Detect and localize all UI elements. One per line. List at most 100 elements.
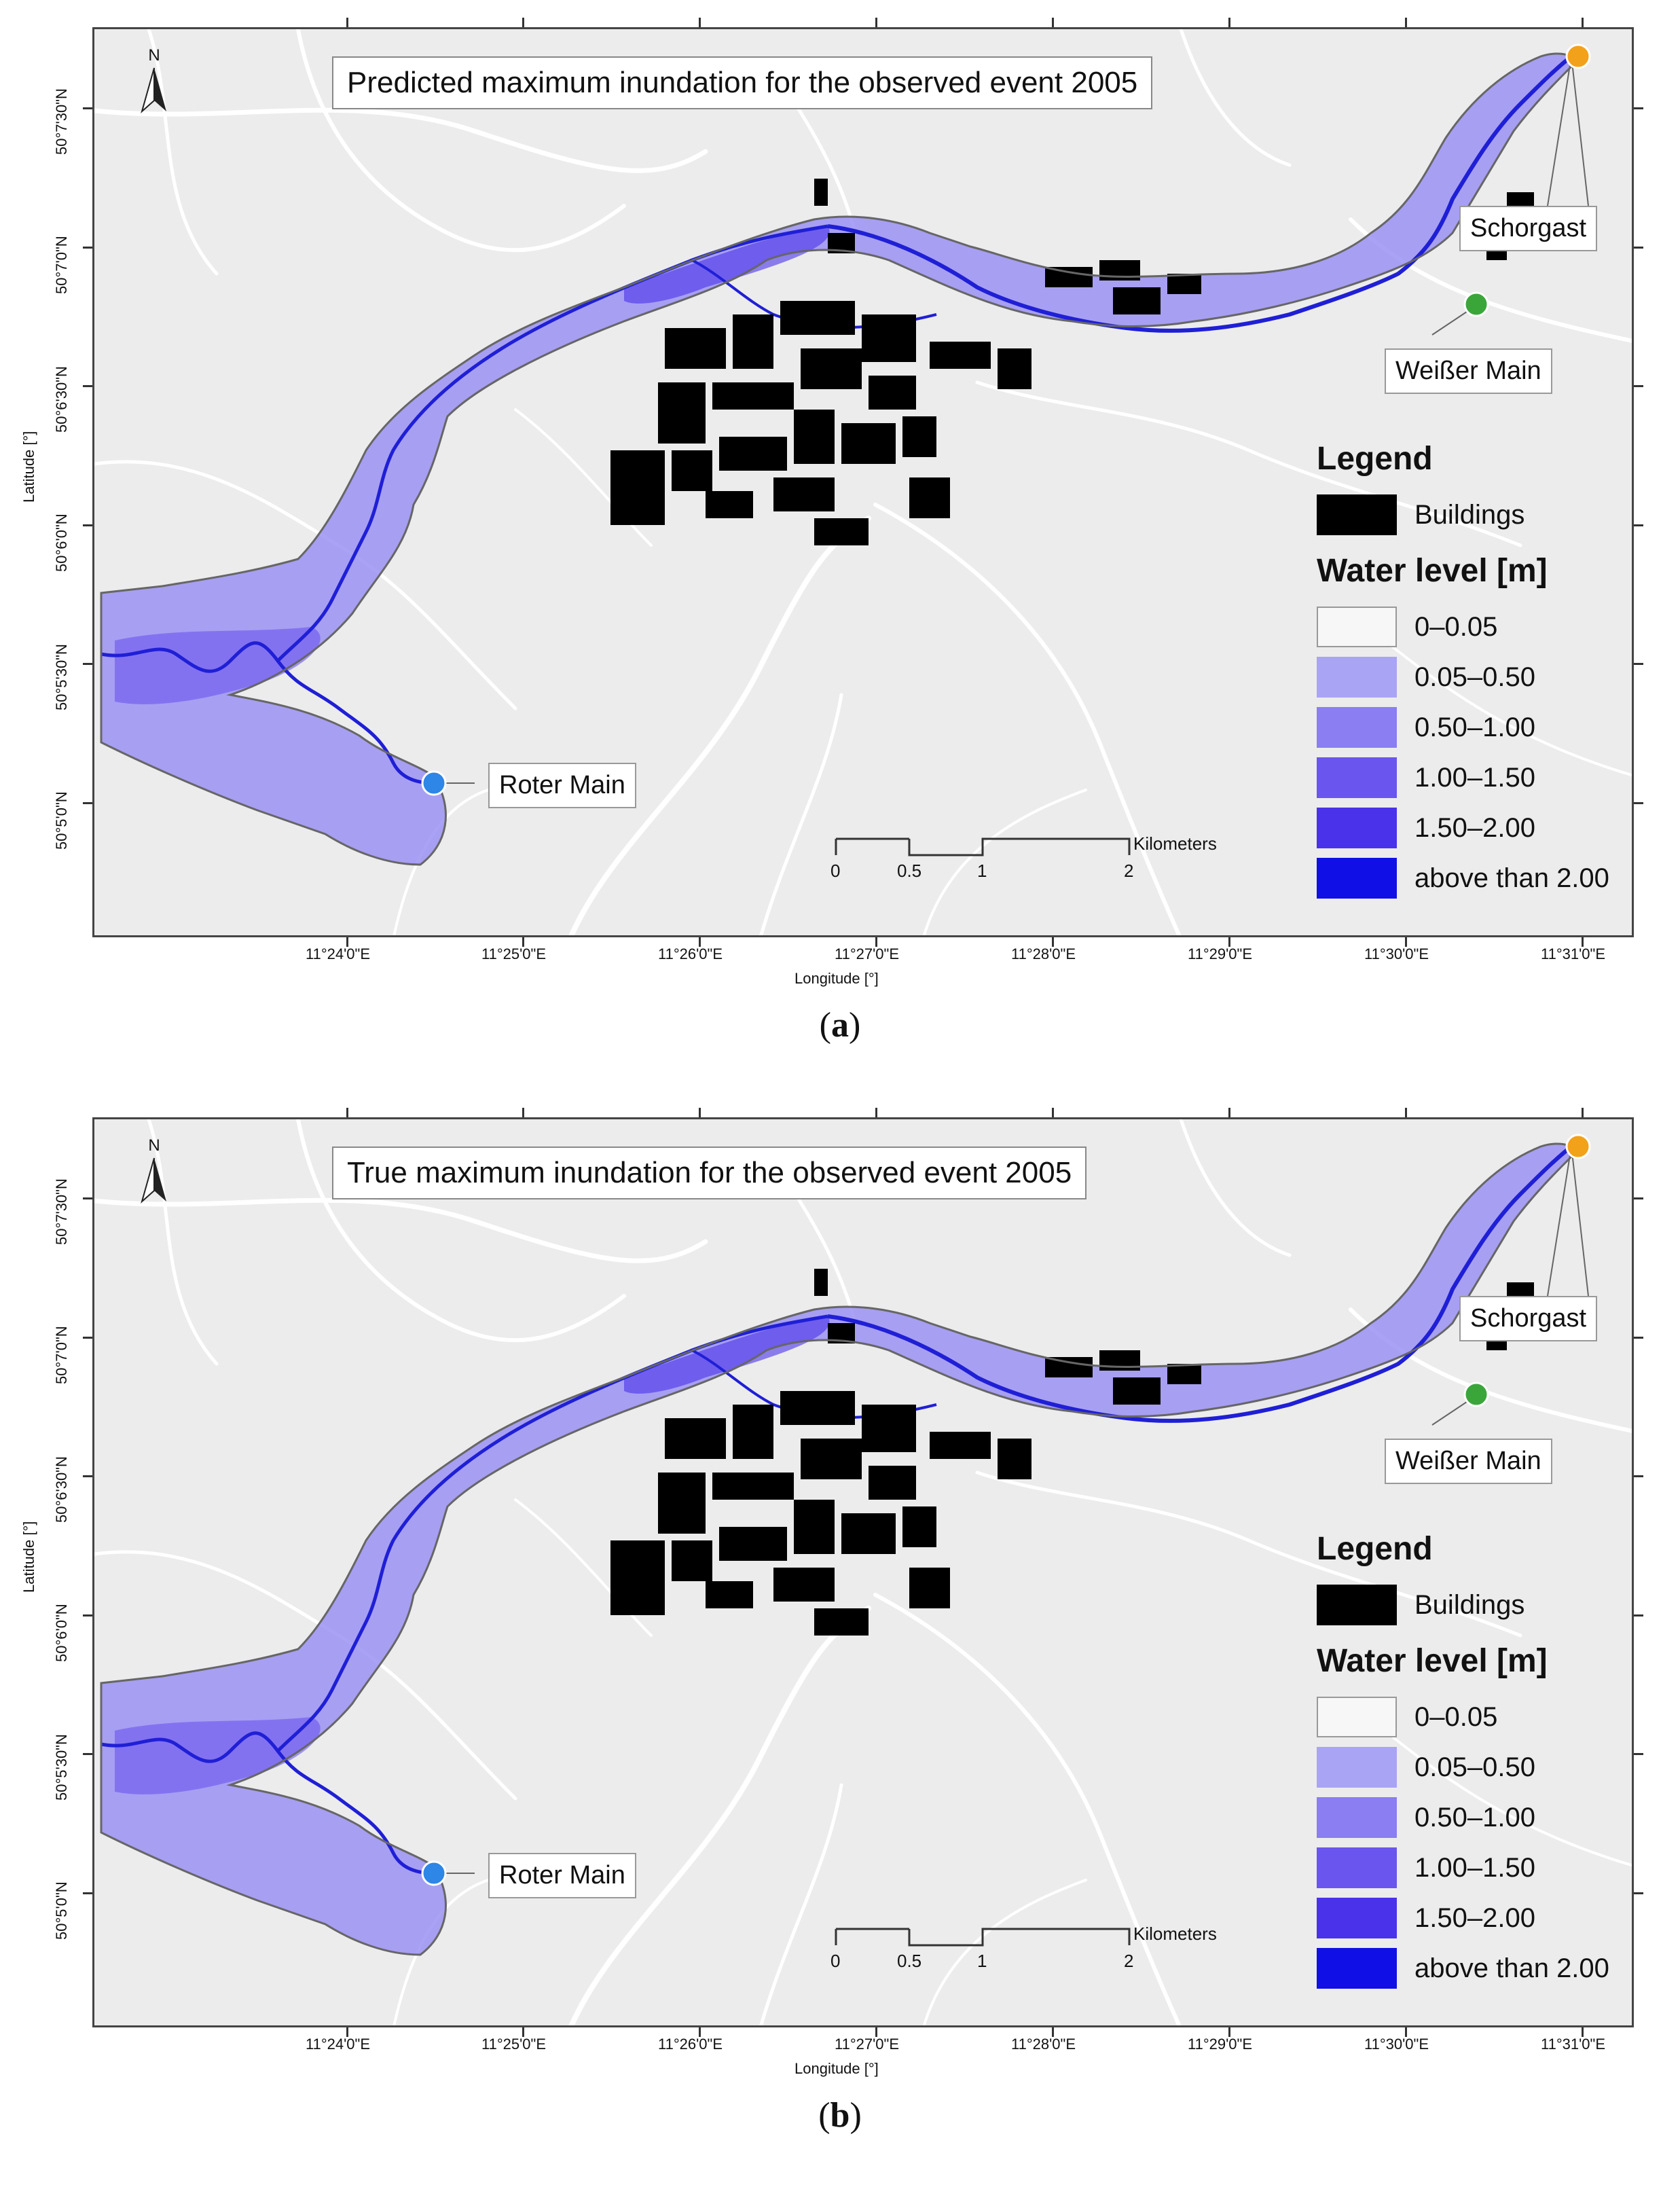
legend-swatch xyxy=(1317,1697,1397,1737)
lat-tick-mark xyxy=(83,1892,92,1894)
lat-tick-label: 50°6'30"N xyxy=(53,366,70,433)
lon-tick-mark xyxy=(1228,2027,1230,2037)
lon-tick-mark xyxy=(875,1108,877,1117)
lon-tick-mark xyxy=(346,1108,348,1117)
lon-tick-mark xyxy=(1405,18,1407,27)
legend-class-label: above than 2.00 xyxy=(1414,1953,1609,1983)
legend-class-5: above than 2.00 xyxy=(1317,853,1629,903)
roter-main-point xyxy=(421,770,447,796)
legend-title: Legend xyxy=(1317,441,1433,477)
scale-tick-2: 1 xyxy=(977,1951,987,1971)
legend-swatch xyxy=(1317,657,1397,698)
buildings-label: Buildings xyxy=(1414,1589,1525,1620)
buildings-swatch xyxy=(1317,1585,1397,1625)
legend-class-label: 0.50–1.00 xyxy=(1414,1802,1535,1832)
lat-tick-label: 50°7'0"N xyxy=(53,1326,70,1384)
lat-tick-mark xyxy=(83,1197,92,1199)
lat-tick-mark xyxy=(83,1337,92,1339)
schorgast-point xyxy=(1565,1134,1591,1159)
lon-tick-mark xyxy=(346,937,348,947)
water-level-title: Water level [m] xyxy=(1317,553,1548,589)
lon-tick-mark xyxy=(522,2027,524,2037)
lon-tick-mark xyxy=(699,18,701,27)
legend-class-1: 0.05–0.50 xyxy=(1317,1742,1629,1792)
lat-tick-mark xyxy=(83,802,92,804)
lon-tick-label: 11°24'0"E xyxy=(306,2036,371,2053)
lon-tick-label: 11°29'0"E xyxy=(1188,2036,1253,2053)
legend-class-3: 1.00–1.50 xyxy=(1317,1843,1629,1893)
lon-tick-label: 11°29'0"E xyxy=(1188,945,1253,962)
legend-class-label: 0.50–1.00 xyxy=(1414,712,1535,742)
lat-tick-mark xyxy=(1634,1753,1643,1755)
lat-tick-mark xyxy=(83,1475,92,1477)
roter-main-label: Roter Main xyxy=(488,1853,636,1898)
lon-tick-mark xyxy=(522,937,524,947)
lon-tick-mark xyxy=(1052,937,1054,947)
lat-tick-label: 50°5'30"N xyxy=(53,1734,70,1801)
map-canvas xyxy=(94,1119,1632,2025)
legend-class-label: 0.05–0.50 xyxy=(1414,1752,1535,1782)
roter-main-label: Roter Main xyxy=(488,763,636,808)
lon-tick-mark xyxy=(875,18,877,27)
schorgast-label: Schorgast xyxy=(1459,206,1598,251)
lat-tick-mark xyxy=(83,107,92,109)
flood-extent xyxy=(101,53,1574,865)
panel-caption: (a) xyxy=(819,1006,861,1045)
map-title: Predicted maximum inundation for the obs… xyxy=(332,56,1153,109)
map-title-text: Predicted maximum inundation for the obs… xyxy=(347,66,1138,99)
lon-tick-label: 11°27'0"E xyxy=(835,945,900,962)
lon-tick-mark xyxy=(1228,937,1230,947)
legend-swatch xyxy=(1317,858,1397,899)
x-axis-title: Longitude [°] xyxy=(795,970,879,987)
map-frame: N Predicted maximum inundation for the o… xyxy=(92,27,1634,937)
caption-letter: a xyxy=(831,1006,849,1045)
lat-tick-mark xyxy=(83,1614,92,1617)
scale-tick-0: 0 xyxy=(830,1951,841,1971)
map-title: True maximum inundation for the observed… xyxy=(332,1146,1087,1199)
lon-tick-mark xyxy=(699,1108,701,1117)
y-axis-title: Latitude [°] xyxy=(20,431,37,503)
north-arrow: N xyxy=(134,46,175,128)
scale-unit: Kilometers xyxy=(1133,1924,1217,1944)
study-boundary xyxy=(100,52,1575,866)
weisser-main-label: Weißer Main xyxy=(1385,1439,1552,1484)
scale-unit: Kilometers xyxy=(1133,833,1217,854)
buildings-label: Buildings xyxy=(1414,499,1525,530)
legend-swatch xyxy=(1317,757,1397,798)
scale-tick-2: 1 xyxy=(977,861,987,881)
lat-tick-mark xyxy=(1634,1475,1643,1477)
lat-tick-label: 50°6'0"N xyxy=(53,1604,70,1662)
legend-class-label: 1.00–1.50 xyxy=(1414,762,1535,793)
legend-class-2: 0.50–1.00 xyxy=(1317,1792,1629,1843)
legend-swatch xyxy=(1317,607,1397,647)
legend-class-label: 0–0.05 xyxy=(1414,611,1498,642)
lon-tick-label: 11°28'0"E xyxy=(1011,2036,1076,2053)
north-arrow-icon xyxy=(141,1157,166,1204)
legend-swatch xyxy=(1317,1948,1397,1989)
lat-tick-mark xyxy=(83,524,92,526)
lon-tick-mark xyxy=(1405,1108,1407,1117)
scale-bar-graphic xyxy=(835,837,1131,856)
lat-tick-mark xyxy=(1634,1197,1643,1199)
scale-tick-3: 2 xyxy=(1124,861,1134,881)
lat-tick-mark xyxy=(83,663,92,665)
scale-tick-0: 0 xyxy=(830,861,841,881)
lon-tick-mark xyxy=(522,18,524,27)
lon-tick-mark xyxy=(699,2027,701,2037)
scale-bar-graphic xyxy=(835,1928,1131,1947)
weisser-main-point xyxy=(1463,1382,1489,1407)
lat-tick-label: 50°6'30"N xyxy=(53,1456,70,1523)
caption-letter: b xyxy=(830,2096,850,2135)
lon-tick-mark xyxy=(1052,18,1054,27)
roter-main-point xyxy=(421,1860,447,1886)
lat-tick-mark xyxy=(1634,1614,1643,1617)
legend: Legend Buildings Water level [m] 0–0.05 0… xyxy=(1317,1530,1629,1993)
lon-tick-mark xyxy=(1228,18,1230,27)
legend-swatch xyxy=(1317,1797,1397,1838)
lon-tick-label: 11°28'0"E xyxy=(1011,945,1076,962)
lon-tick-mark xyxy=(1405,2027,1407,2037)
legend-swatch xyxy=(1317,707,1397,748)
lon-tick-mark xyxy=(346,2027,348,2037)
panel-b: N True maximum inundation for the observ… xyxy=(0,1090,1680,2185)
lat-tick-label: 50°7'30"N xyxy=(53,1178,70,1245)
